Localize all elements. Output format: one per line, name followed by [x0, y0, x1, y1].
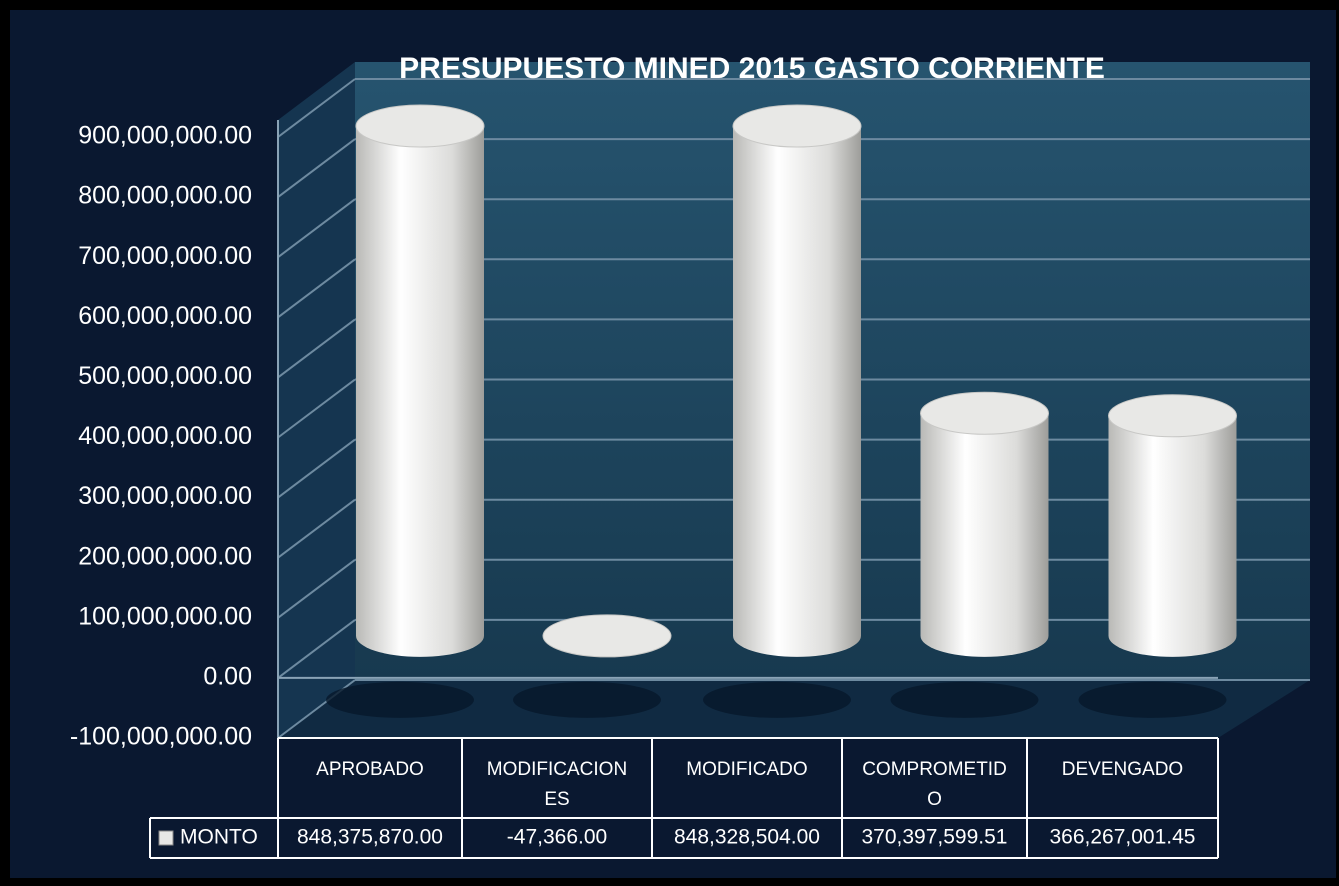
- bar-top: [732, 104, 862, 148]
- bar: [733, 105, 861, 657]
- bar-shadow: [890, 681, 1039, 718]
- x-tick-label: MODIFICACION ES: [487, 759, 627, 810]
- bar: [356, 105, 484, 657]
- value-label: -47,366.00: [507, 826, 607, 849]
- bar-shadow: [1078, 681, 1227, 718]
- bar-top: [1108, 394, 1237, 438]
- x-tick-label: MODIFICADO: [686, 759, 807, 780]
- grid-line: [277, 438, 356, 499]
- y-tick-label: 900,000,000.00: [78, 122, 252, 150]
- y-tick-label: 600,000,000.00: [78, 302, 252, 330]
- bar-top: [920, 391, 1049, 435]
- y-tick-label: 300,000,000.00: [78, 482, 252, 510]
- y-tick-label: 700,000,000.00: [78, 242, 252, 270]
- grid-line: [277, 318, 356, 379]
- bar: [920, 392, 1049, 657]
- grid-line: [277, 198, 356, 258]
- y-tick-label: -100,000,000.00: [70, 723, 252, 751]
- y-tick-label: 400,000,000.00: [78, 422, 252, 450]
- legend-label: MONTO: [180, 826, 258, 849]
- x-tick-label: APROBADO: [316, 759, 424, 780]
- bar-top: [355, 104, 485, 148]
- bar-shadow: [326, 681, 474, 718]
- bar-top: [542, 614, 672, 658]
- grid-line: [277, 378, 356, 439]
- side-wall: [278, 62, 355, 738]
- value-label: 366,267,001.45: [1050, 826, 1196, 849]
- y-tick-label: 800,000,000.00: [78, 182, 252, 210]
- x-tick-label: COMPROMETID O: [862, 759, 1007, 810]
- value-label: 848,375,870.00: [297, 826, 443, 849]
- grid-line: [277, 138, 356, 198]
- chart-title: PRESUPUESTO MINED 2015 GASTO CORRIENTE: [399, 52, 1105, 85]
- y-tick-label: 100,000,000.00: [78, 602, 252, 630]
- value-label: 848,328,504.00: [674, 826, 820, 849]
- grid-line: [277, 498, 356, 559]
- bar: [1108, 394, 1237, 657]
- grid-line: [277, 559, 356, 619]
- legend-swatch: [158, 830, 174, 846]
- y-tick-label: 0.00: [203, 663, 252, 691]
- bar-shadow: [703, 681, 851, 718]
- value-label: 370,397,599.51: [862, 826, 1008, 849]
- bar-shadow: [513, 681, 661, 718]
- grid-line: [277, 258, 356, 319]
- grid-line: [277, 619, 356, 679]
- x-tick-label: DEVENGADO: [1062, 759, 1183, 780]
- y-tick-label: 500,000,000.00: [78, 362, 252, 390]
- y-tick-label: 200,000,000.00: [78, 542, 252, 570]
- grid-line: [277, 78, 356, 138]
